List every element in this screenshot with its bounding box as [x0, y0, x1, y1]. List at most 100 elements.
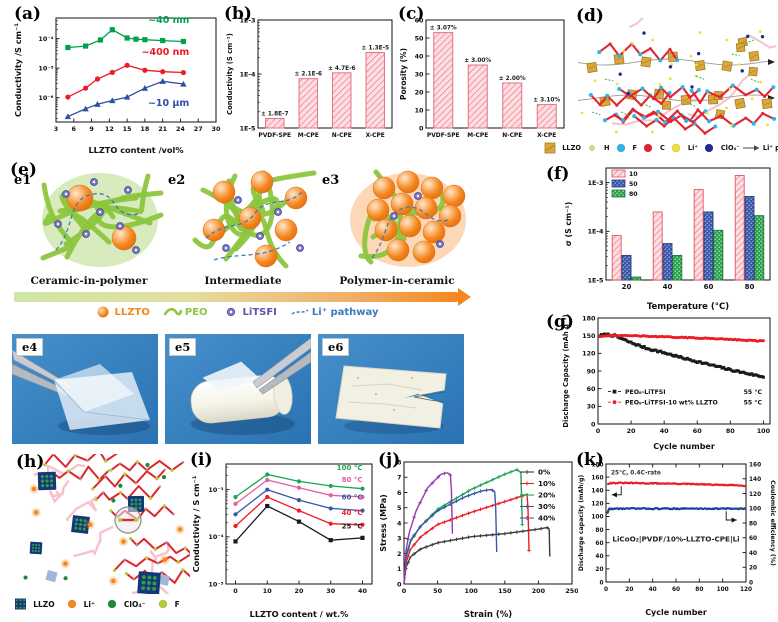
svg-text:40: 40 — [749, 551, 757, 557]
circle-icon — [643, 143, 653, 153]
legend-label: ClO₄⁻ — [720, 144, 740, 152]
svg-text:12: 12 — [105, 125, 114, 133]
legend-item-llzto: LLZTO — [94, 306, 150, 318]
legend-d: LLZO H F C Li⁺ ClO₄⁻ Li⁺ pathway — [544, 142, 778, 154]
legend-h: LLZO Li⁺ ClO₄⁻ F — [10, 598, 190, 610]
dashed-icon — [291, 309, 309, 315]
svg-text:± 1.3E-5: ± 1.3E-5 — [361, 46, 389, 52]
e2-label: e2 — [168, 173, 186, 188]
svg-text:2: 2 — [397, 550, 401, 558]
svg-text:N-CPE: N-CPE — [502, 133, 522, 139]
panel-a: (a) 10⁻⁴ 10⁻⁵ 10⁻⁶ Conductivity /S cm⁻¹ 3 6 9 1… — [12, 4, 224, 158]
svg-text:55 °C: 55 °C — [744, 399, 763, 407]
svg-text:40: 40 — [415, 52, 424, 60]
svg-text:160: 160 — [749, 462, 761, 468]
svg-text:0: 0 — [397, 580, 402, 588]
svg-text:180: 180 — [582, 314, 596, 322]
svg-text:1E-3: 1E-3 — [240, 16, 256, 24]
svg-text:6: 6 — [72, 125, 77, 133]
svg-text:10: 10 — [263, 587, 272, 595]
panel-f-label: (f) — [546, 164, 570, 184]
photo-e6-label: e6 — [322, 338, 350, 356]
caption-e1: Ceramic-in-polymer — [30, 275, 148, 287]
svg-text:27: 27 — [194, 125, 203, 133]
svg-text:120: 120 — [740, 587, 752, 593]
svg-text:M-CPE: M-CPE — [467, 133, 488, 139]
svg-text:10⁻³: 10⁻³ — [208, 486, 223, 494]
schematic-e2: e2 — [168, 168, 318, 272]
svg-text:160: 160 — [591, 475, 603, 481]
svg-text:15: 15 — [123, 125, 132, 133]
svg-text:± 4.7E-6: ± 4.7E-6 — [328, 66, 356, 72]
legend-item-clo-: ClO₄⁻ — [103, 598, 146, 610]
panel-b-label: (b) — [224, 4, 252, 24]
molecular-structure-h — [23, 454, 190, 594]
svg-text:100 °C: 100 °C — [337, 464, 363, 472]
legend-item-litsfi: LiTSFI — [222, 306, 277, 318]
panel-h: (h) LLZO Li⁺ ClO₄⁻ F — [10, 452, 190, 620]
svg-text:20: 20 — [749, 566, 757, 572]
svg-text:60: 60 — [595, 541, 603, 547]
svg-text:1: 1 — [397, 565, 401, 573]
svg-text:1E-3: 1E-3 — [588, 179, 604, 187]
svg-text:120: 120 — [582, 350, 596, 358]
photo-e4-label: e4 — [16, 338, 44, 356]
svg-text:30: 30 — [587, 403, 596, 411]
panel-a-label: (a) — [14, 4, 42, 24]
svg-text:200: 200 — [532, 587, 546, 595]
panel-j-label: (j) — [378, 450, 401, 470]
svg-text:σ (S cm⁻¹): σ (S cm⁻¹) — [564, 202, 573, 247]
ceramic-in-polymer-schematic — [40, 173, 164, 267]
svg-text:Discharge capacity (mAh/g): Discharge capacity (mAh/g) — [578, 475, 585, 572]
svg-text:60: 60 — [704, 283, 714, 291]
svg-text:120: 120 — [749, 492, 761, 498]
svg-text:± 2.00%: ± 2.00% — [499, 76, 526, 82]
svg-text:10: 10 — [629, 171, 638, 178]
chart-g-discharge-capacity: 0 30 60 90 120 150 180 Discharge Capacity (mAh … — [562, 314, 771, 451]
svg-text:80: 80 — [595, 528, 603, 534]
svg-text:25℃, 0.4C-rate: 25℃, 0.4C-rate — [611, 469, 661, 476]
legend-item-llzo: LLZO — [541, 142, 581, 154]
dot-icon — [226, 307, 235, 317]
svg-text:0: 0 — [591, 420, 596, 428]
intermediate-schematic — [192, 170, 317, 269]
legend-item-c: C — [639, 142, 665, 154]
svg-text:50: 50 — [629, 181, 638, 188]
svg-text:Temperature (°C): Temperature (°C) — [647, 302, 729, 312]
panel-k: (k) 0 20 40 60 80 100 120 140 160 180 0 20 40 60 80 100… — [576, 450, 778, 620]
svg-text:100: 100 — [465, 587, 479, 595]
circle-icon — [67, 599, 76, 609]
svg-text:LiCoO₂|PVDF/10%-LLZTO-CPE|Li: LiCoO₂|PVDF/10%-LLZTO-CPE|Li — [612, 534, 739, 544]
circle-icon — [158, 599, 167, 609]
svg-text:1E-4: 1E-4 — [588, 228, 604, 236]
svg-text:60 °C: 60 °C — [342, 493, 363, 501]
svg-text:± 2.1E-6: ± 2.1E-6 — [294, 72, 322, 78]
svg-text:PEO₈-LiTFSI: PEO₈-LiTFSI — [625, 389, 666, 396]
svg-text:50: 50 — [433, 587, 442, 595]
svg-text:Coulombic efficiency (%): Coulombic efficiency (%) — [769, 480, 776, 566]
legend-label: ClO₄⁻ — [123, 599, 146, 609]
svg-text:40: 40 — [649, 587, 657, 593]
svg-text:250: 250 — [565, 587, 578, 595]
schematic-e3: e3 — [322, 168, 472, 272]
legend-label: H — [604, 144, 610, 152]
svg-text:1E-5: 1E-5 — [240, 124, 256, 132]
svg-text:4: 4 — [397, 519, 402, 527]
svg-text:Conductivity / S cm⁻¹: Conductivity / S cm⁻¹ — [191, 475, 201, 572]
circle-sm-icon — [589, 145, 595, 151]
legend-label: C — [660, 144, 665, 152]
circle-icon — [107, 599, 117, 609]
svg-text:0: 0 — [596, 427, 601, 435]
legend-label: LLZO — [33, 599, 55, 609]
chart-f-sigma-vs-temperature: 1E-3 1E-4 1E-5 σ (S cm⁻¹) 20 40 60 80 Temperatur… — [564, 167, 771, 312]
panel-e-photos: e4 e5 e6 — [12, 334, 464, 446]
svg-text:0: 0 — [233, 587, 238, 595]
legend-label: LLZTO — [114, 306, 150, 318]
panel-i: (i) 10⁻³ 10⁻⁴ 10⁻⁵ Conductivity / S cm⁻¹ 0 10… — [190, 452, 380, 620]
panel-k-label: (k) — [576, 450, 604, 470]
molecular-structure-d — [577, 18, 776, 135]
svg-text:40: 40 — [660, 427, 669, 435]
svg-text:5: 5 — [397, 504, 401, 512]
svg-text:1E-4: 1E-4 — [240, 70, 256, 78]
